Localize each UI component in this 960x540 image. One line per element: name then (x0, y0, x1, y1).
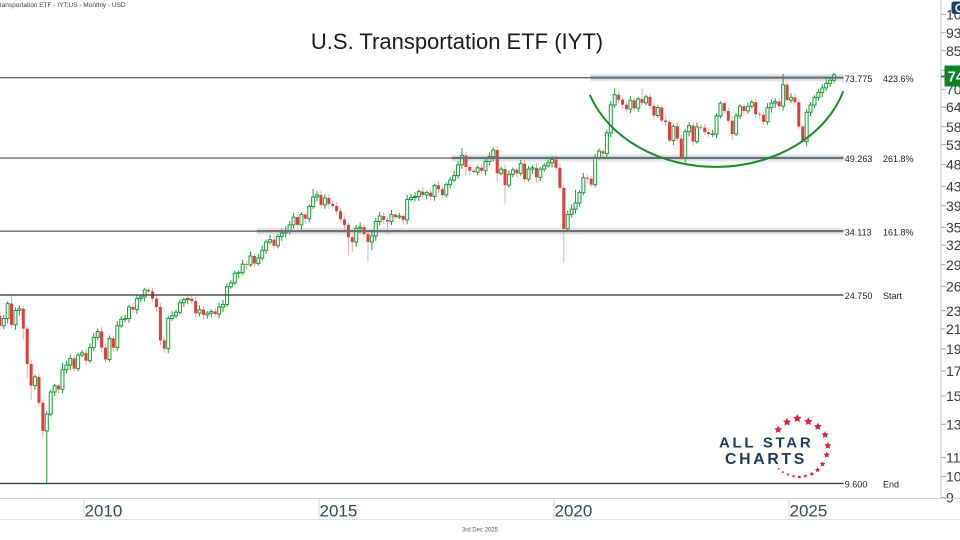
svg-text:11: 11 (946, 450, 960, 466)
svg-text:End: End (883, 480, 899, 490)
svg-text:48: 48 (946, 156, 960, 172)
svg-text:19: 19 (946, 341, 960, 357)
svg-text:U.S. Transportation ETF (IYT): U.S. Transportation ETF (IYT) (311, 29, 603, 54)
svg-text:58: 58 (946, 119, 960, 135)
svg-text:ALL STAR: ALL STAR (719, 435, 813, 452)
svg-text:2015: 2015 (320, 501, 358, 520)
svg-text:161.8%: 161.8% (883, 227, 914, 237)
svg-text:64: 64 (946, 99, 960, 115)
svg-text:93: 93 (946, 25, 960, 41)
svg-text:29: 29 (946, 257, 960, 273)
svg-text:10: 10 (946, 469, 960, 485)
svg-text:9.600: 9.600 (845, 480, 868, 490)
svg-text:39: 39 (946, 198, 960, 214)
svg-text:34.113: 34.113 (845, 227, 872, 237)
svg-text:2020: 2020 (555, 501, 593, 520)
svg-text:2025: 2025 (790, 501, 828, 520)
svg-text:3rd Dec 2025: 3rd Dec 2025 (462, 527, 499, 533)
svg-text:26: 26 (946, 279, 960, 295)
svg-text:32: 32 (946, 237, 960, 253)
svg-text:53: 53 (946, 137, 960, 153)
svg-text:74: 74 (948, 69, 960, 85)
svg-text:ransportation ETF - IYT:US - M: ransportation ETF - IYT:US - Monthly - U… (0, 2, 126, 9)
svg-text:261.8%: 261.8% (883, 154, 914, 164)
svg-text:43: 43 (946, 178, 960, 194)
svg-text:23: 23 (946, 303, 960, 319)
svg-text:13: 13 (946, 416, 960, 432)
svg-text:49.263: 49.263 (845, 154, 873, 164)
svg-text:15: 15 (946, 388, 960, 404)
svg-text:9: 9 (946, 490, 954, 506)
svg-text:17: 17 (946, 363, 960, 379)
svg-text:85: 85 (946, 43, 960, 59)
svg-text:Start: Start (883, 291, 903, 301)
svg-text:73.775: 73.775 (845, 74, 873, 84)
svg-text:423.6%: 423.6% (883, 74, 914, 84)
svg-text:CHARTS: CHARTS (725, 451, 807, 468)
svg-text:24.750: 24.750 (845, 291, 873, 301)
svg-text:35: 35 (946, 219, 960, 235)
svg-text:21: 21 (946, 321, 960, 337)
svg-text:2010: 2010 (85, 501, 123, 520)
